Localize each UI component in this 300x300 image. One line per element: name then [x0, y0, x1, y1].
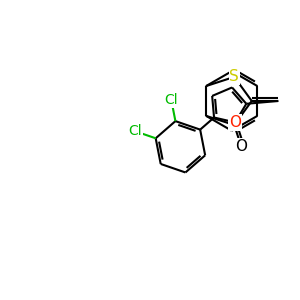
Text: Cl: Cl [164, 93, 178, 107]
Text: S: S [230, 69, 239, 84]
Text: Cl: Cl [129, 124, 142, 138]
Text: O: O [235, 139, 247, 154]
Text: O: O [229, 115, 241, 130]
